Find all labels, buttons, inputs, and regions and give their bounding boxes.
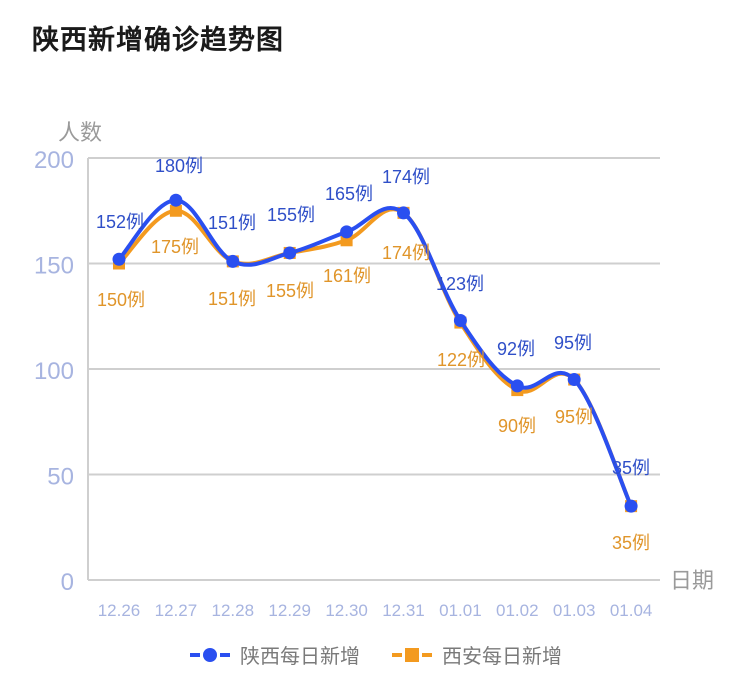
shaanxi-marker <box>226 254 240 268</box>
x-tick-label: 12.27 <box>155 601 198 620</box>
shaanxi-marker <box>510 379 524 393</box>
shaanxi-data-label: 152例 <box>96 212 144 232</box>
xian-data-label: 175例 <box>151 237 199 257</box>
xian-data-label: 151例 <box>208 289 256 309</box>
shaanxi-marker <box>283 246 297 260</box>
legend-label-shaanxi: 陕西每日新增 <box>240 644 360 668</box>
legend: 陕西每日新增 西安每日新增 <box>0 640 750 669</box>
y-tick-label: 150 <box>34 253 74 280</box>
shaanxi-data-label: 123例 <box>436 274 484 294</box>
xian-data-label: 161例 <box>323 266 371 286</box>
shaanxi-marker <box>340 225 354 239</box>
square-marker-icon <box>392 647 432 662</box>
x-tick-label: 01.02 <box>496 601 539 620</box>
shaanxi-data-label: 155例 <box>267 205 315 225</box>
xian-data-label: 150例 <box>97 290 145 310</box>
y-tick-label: 0 <box>61 569 74 596</box>
xian-marker <box>169 204 182 217</box>
xian-data-label: 95例 <box>555 407 593 427</box>
shaanxi-marker <box>453 313 467 327</box>
shaanxi-marker <box>112 252 126 266</box>
shaanxi-marker <box>624 499 638 513</box>
x-tick-label: 01.01 <box>439 601 482 620</box>
shaanxi-data-label: 151例 <box>208 213 256 233</box>
shaanxi-data-label: 174例 <box>382 167 430 187</box>
page-title: 陕西新增确诊趋势图 <box>32 25 284 56</box>
y-tick-label: 50 <box>47 464 74 491</box>
x-tick-label: 12.28 <box>212 601 255 620</box>
x-tick-label: 12.31 <box>382 601 425 620</box>
shaanxi-marker <box>567 373 581 387</box>
y-tick-label: 200 <box>34 147 74 174</box>
shaanxi-marker <box>397 206 410 220</box>
y-tick-label: 100 <box>34 358 74 385</box>
x-tick-label: 01.04 <box>610 601 653 620</box>
xian-data-label: 155例 <box>266 281 314 301</box>
x-tick-label: 12.29 <box>268 601 311 620</box>
xian-data-label: 174例 <box>382 243 430 263</box>
x-tick-label: 01.03 <box>553 601 596 620</box>
xian-data-label: 90例 <box>498 416 536 436</box>
shaanxi-data-label: 92例 <box>497 339 535 359</box>
shaanxi-data-label: 180例 <box>155 156 203 176</box>
legend-label-xian: 西安每日新增 <box>442 644 562 668</box>
xian-data-label: 35例 <box>612 533 650 553</box>
circle-marker-icon <box>190 647 230 662</box>
x-tick-label: 12.30 <box>325 601 368 620</box>
shaanxi-data-label: 165例 <box>325 184 373 204</box>
x-tick-label: 12.26 <box>98 601 141 620</box>
shaanxi-line <box>117 198 633 507</box>
x-axis-title: 日期 <box>670 568 714 593</box>
legend-item-shaanxi[interactable]: 陕西每日新增 <box>188 640 360 669</box>
shaanxi-marker <box>169 193 183 207</box>
shaanxi-data-label: 35例 <box>612 458 650 478</box>
y-axis-title: 人数 <box>58 120 102 145</box>
legend-item-xian[interactable]: 西安每日新增 <box>390 640 562 669</box>
shaanxi-data-label: 95例 <box>554 333 592 353</box>
xian-data-label: 122例 <box>437 350 485 370</box>
